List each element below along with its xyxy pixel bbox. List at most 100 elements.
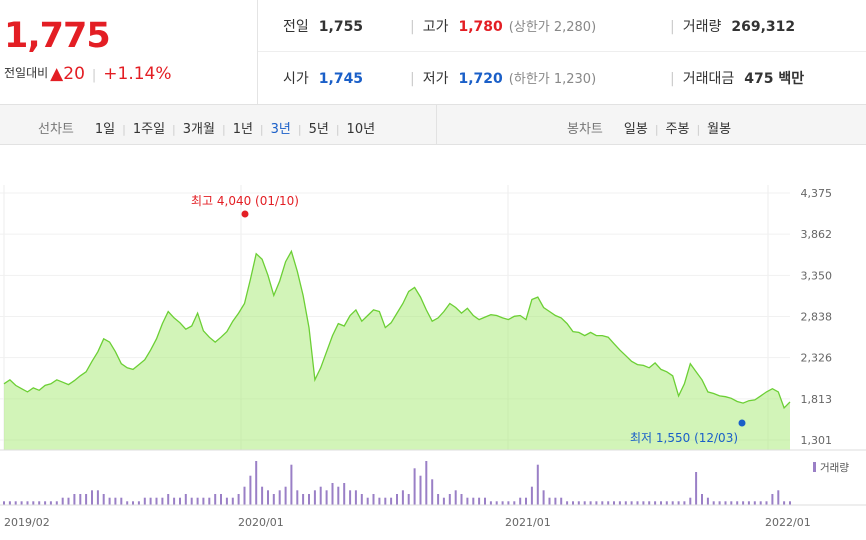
volume-bar [173, 497, 176, 505]
volume-bar [196, 497, 199, 505]
volume-bar [648, 501, 651, 505]
volume-bar [513, 501, 516, 505]
period-3m[interactable]: 3개월 [182, 122, 215, 137]
volume-bar [677, 501, 680, 505]
volume-bar [179, 497, 181, 505]
volume-bar [372, 494, 375, 505]
volume-bar [8, 501, 11, 505]
price-change: 전일대비 ▲20 | +1.14% [4, 64, 172, 84]
volume-bar [167, 494, 170, 505]
candle-monthly[interactable]: 월봉 [707, 122, 732, 137]
volume-bar [378, 497, 381, 505]
volume-bar [61, 497, 64, 505]
up-arrow-icon: ▲ [50, 64, 64, 84]
y-tick-label: 3,350 [801, 269, 833, 282]
volume-bar [79, 494, 82, 505]
volume-bar [425, 461, 428, 505]
y-tick-label: 1,301 [801, 434, 833, 447]
volume-bar [354, 490, 357, 505]
volume-bar [419, 475, 422, 505]
volume-bar [261, 486, 264, 505]
volume-bar [742, 501, 745, 505]
volume-bar [214, 494, 217, 505]
volume-bar [337, 486, 340, 505]
volume-bar [601, 501, 604, 505]
volume-bar [583, 501, 586, 505]
volume-bar [642, 501, 645, 505]
volume-bar [489, 501, 492, 505]
volume-bar [220, 494, 222, 505]
y-tick-label: 4,375 [801, 187, 833, 200]
volume-bar [143, 497, 146, 505]
volume-bar [120, 497, 123, 505]
volume-bar [343, 483, 346, 505]
volume-bar [413, 468, 416, 505]
period-1y[interactable]: 1년 [232, 122, 253, 137]
period-3y[interactable]: 3년 [270, 122, 291, 137]
volume-bar [671, 501, 674, 505]
period-1w[interactable]: 1주일 [132, 122, 166, 137]
prev-close: 전일 1,755 [283, 19, 364, 35]
volume-bar [730, 501, 733, 505]
current-price: 1,775 [4, 16, 111, 56]
volume-bar [484, 497, 486, 505]
volume-bar [249, 475, 252, 505]
volume-bar [765, 501, 768, 505]
volume-bar [14, 501, 17, 505]
volume-bar [589, 501, 592, 505]
candle-daily[interactable]: 일봉 [623, 122, 648, 137]
volume-bar [149, 497, 152, 505]
chart-controls: 선차트 1일 | 1주일 | 3개월 | 1년 | 3년 | 5년 | 10년 봉차트 일봉 | 주봉 | 월봉 [0, 104, 866, 145]
period-5y[interactable]: 5년 [308, 122, 329, 137]
volume-bar [548, 497, 551, 505]
volume-bar [613, 501, 615, 505]
quote-details: 전일 1,755 | 고가 1,780 (상한가 2,280) | 거래량 269,312 … [258, 0, 866, 104]
volume-bar [231, 497, 234, 505]
volume-bar [243, 486, 246, 505]
volume-bar [689, 497, 692, 505]
volume-bar [366, 497, 369, 505]
volume-bar [137, 501, 140, 505]
divider [436, 104, 437, 145]
volume-bar [753, 501, 756, 505]
volume-bar [478, 497, 481, 505]
volume-bar [313, 490, 316, 505]
period-10y[interactable]: 10년 [346, 122, 376, 137]
volume-bar [114, 497, 117, 505]
volume-bar [530, 486, 533, 505]
volume-bar [55, 501, 58, 505]
volume-bar [278, 490, 281, 505]
volume-bar [736, 501, 739, 505]
volume-bar [747, 501, 750, 505]
volume-bar [525, 497, 527, 505]
y-tick-label: 2,326 [801, 352, 833, 365]
candle-weekly[interactable]: 주봉 [665, 122, 690, 137]
x-tick-label: 2021/01 [505, 516, 551, 529]
volume-bar [777, 490, 780, 505]
volume-bar [44, 501, 47, 505]
day-high: | 고가 1,780 (상한가 2,280) [410, 19, 597, 35]
volume-bar [437, 494, 440, 505]
volume-bar [108, 497, 111, 505]
candle-chart-label: 봉차트 [567, 122, 603, 137]
volume-bar [20, 501, 23, 505]
volume-bar [636, 501, 639, 505]
volume-bar [208, 497, 211, 505]
period-1d[interactable]: 1일 [94, 122, 116, 137]
trade-amount: | 거래대금 475 백만 [670, 71, 805, 87]
volume-bar [396, 494, 398, 505]
volume-bar [595, 501, 598, 505]
volume-bar [507, 501, 510, 505]
x-tick-label: 2019/02 [4, 516, 50, 529]
volume-bar [38, 501, 41, 505]
price-area [4, 251, 790, 450]
volume-bar [554, 497, 557, 505]
volume-bar [331, 483, 334, 505]
volume-bar [32, 501, 35, 505]
open-price: 시가 1,745 [283, 71, 364, 87]
volume-bar [96, 490, 99, 505]
volume-bar [654, 501, 657, 505]
high-point-marker [241, 210, 249, 218]
price-chart[interactable]: 4,375 3,862 3,350 2,838 2,326 1,813 1,301 2019/… [0, 145, 866, 540]
x-tick-label: 2020/01 [238, 516, 284, 529]
